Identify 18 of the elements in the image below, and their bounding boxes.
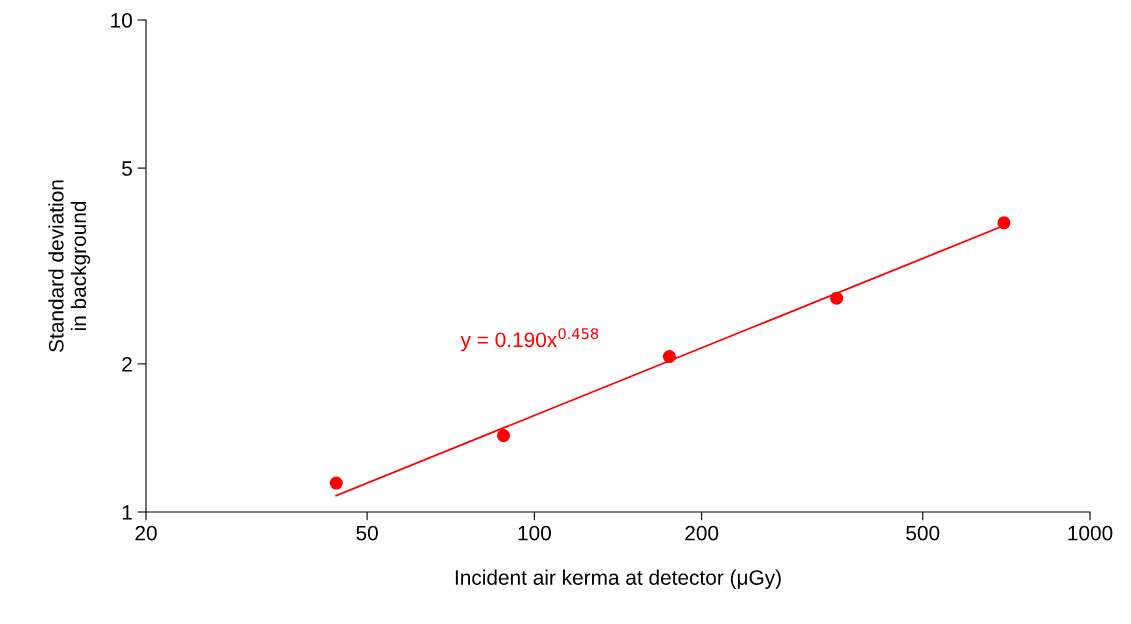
y-axis-title: Standard deviation in background: [48, 180, 91, 352]
y-tick-label: 2: [122, 356, 132, 372]
x-axis-title: Incident air kerma at detector (μGy): [455, 569, 781, 590]
point: [662, 350, 676, 364]
point: [997, 216, 1011, 230]
point: [497, 429, 511, 443]
point: [830, 291, 844, 305]
y-tick-label: 10: [111, 13, 132, 28]
x-tick-label: 20: [135, 525, 157, 541]
x-tick-label: 50: [356, 525, 378, 541]
annotation: y = 0.190x$^{0.458}$: [460, 328, 599, 352]
x-tick-label: 100: [518, 525, 551, 541]
y-tick-label: 1: [122, 505, 132, 520]
point: [329, 476, 343, 490]
x-tick-label: 500: [906, 525, 940, 541]
y-tick-label: 5: [122, 161, 132, 176]
x-tick-label: 1000: [1068, 525, 1113, 541]
x-tick-label: 200: [685, 525, 719, 541]
